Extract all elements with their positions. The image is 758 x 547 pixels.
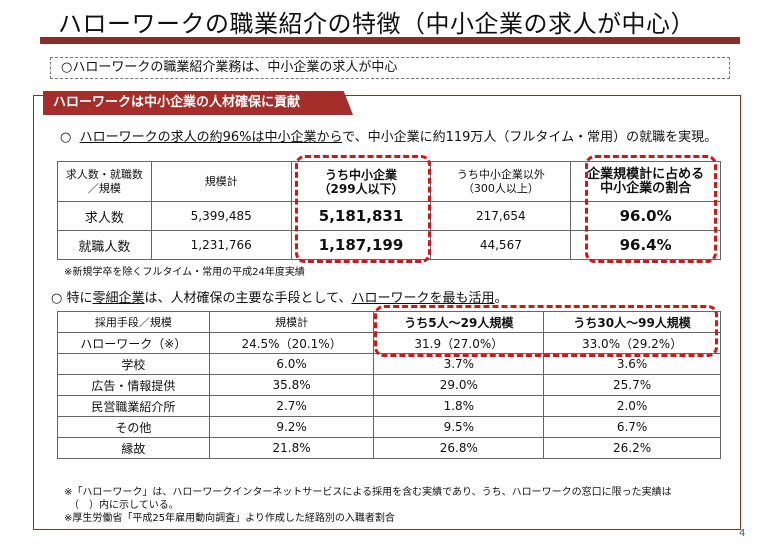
table-row: 学校 6.0% 3.7% 3.6%: [57, 353, 721, 375]
t1-header-sme: うち中小企業 （299人以下）: [290, 161, 432, 202]
t2-header-method: 採用手段／規模: [57, 311, 210, 333]
table-row: 就職人数 1,231,766 1,187,199 44,567 96.4%: [57, 230, 721, 260]
table1-footnote: ※新規学卒を除くフルタイム・常用の平成24年度実績: [64, 267, 305, 278]
statement-1-rest: で、中小企業に約119万人（フルタイム・常用）の就職を実現。: [342, 130, 718, 145]
statement-2-pre: 特に: [62, 291, 93, 306]
statement-2: ○ 特に零細企業は、人材確保の主要な手段として、ハローワークを最も活用。: [51, 287, 508, 306]
t2-row-label: 広告・情報提供: [57, 374, 210, 396]
sme-share-table: 求人数・就職数 ／規模 規模計 うち中小企業 （299人以下） うち中小企業以外…: [57, 161, 721, 260]
t2-cell-small: 26.8%: [373, 437, 545, 459]
t1-cell-sme: 5,181,831: [290, 201, 432, 231]
bullet: ○: [60, 130, 72, 145]
t2-cell-total: 6.0%: [208, 353, 375, 375]
t2-row-label: ハローワーク（※）: [57, 332, 210, 354]
page-number: 4: [739, 528, 746, 539]
t1-cell-total: 1,231,766: [150, 230, 292, 260]
t1-cell-total: 5,399,485: [150, 201, 292, 231]
statement-2-underlined-1: 零細企業: [92, 291, 145, 306]
table-row: 民営職業紹介所 2.7% 1.8% 2.0%: [57, 395, 721, 417]
table-row: 縁故 21.8% 26.8% 26.2%: [57, 437, 721, 459]
table-row: ハローワーク（※） 24.5%（20.1%） 31.9（27.0%） 33.0%…: [57, 332, 721, 354]
statement-2-end: 。: [494, 291, 508, 306]
t2-row-label: 学校: [57, 353, 210, 375]
t1-cell-share: 96.0%: [570, 201, 721, 231]
t1-row-label: 求人数: [57, 201, 152, 231]
bullet: ○: [51, 291, 63, 306]
t2-row-label: その他: [57, 416, 210, 438]
t1-row-label: 就職人数: [57, 230, 152, 260]
t2-cell-small: 29.0%: [373, 374, 545, 396]
t2-cell-mid: 26.2%: [543, 437, 721, 459]
section-banner: ハローワークは中小企業の人材確保に貢献: [43, 91, 353, 115]
t2-cell-mid: 6.7%: [543, 416, 721, 438]
t2-header-total: 規模計: [208, 311, 375, 333]
t1-header-large: うち中小企業以外 （300人以上）: [430, 161, 572, 202]
highlight-share-column: [585, 155, 717, 263]
t2-cell-total: 21.8%: [208, 437, 375, 459]
hiring-method-table: 採用手段／規模 規模計 うち5人～29人規模 うち30人～99人規模 ハローワー…: [57, 311, 721, 459]
title-underline-bar: [40, 37, 740, 44]
t1-cell-share: 96.4%: [570, 230, 721, 260]
t1-cell-large: 217,654: [430, 201, 572, 231]
footnote-line: ※厚生労働省「平成25年雇用動向調査」より作成した経路別の入職者割合: [64, 513, 395, 524]
statement-1: ○ ハローワークの求人の約96%は中小企業からで、中小企業に約119万人（フルタ…: [60, 126, 717, 145]
t2-cell-total: 9.2%: [208, 416, 375, 438]
t1-header-total: 規模計: [150, 161, 292, 202]
highlight-sme-column: [295, 155, 431, 263]
t1-header-scale: 求人数・就職数 ／規模: [57, 161, 152, 202]
footnote-line: （ ）内に示している。: [64, 500, 179, 511]
page-title: ハローワークの職業紹介の特徴（中小企業の求人が中心）: [58, 10, 695, 38]
t2-row-label: 縁故: [57, 437, 210, 459]
summary-box: ○ハローワークの職業紹介業務は、中小企業の求人が中心: [50, 57, 730, 79]
highlight-small-firms: [374, 305, 718, 357]
t2-cell-mid: 2.0%: [543, 395, 721, 417]
table-row: 広告・情報提供 35.8% 29.0% 25.7%: [57, 374, 721, 396]
table2-footnotes: ※「ハローワーク」は、ハローワークインターネットサービスによる採用を含む実績であ…: [64, 486, 724, 525]
statement-2-mid: は、人材確保の主要な手段として、: [144, 291, 352, 306]
t2-cell-total: 2.7%: [208, 395, 375, 417]
t1-header-share: 企業規模計に占める 中小企業の割合: [570, 161, 721, 202]
t1-cell-large: 44,567: [430, 230, 572, 260]
t1-cell-sme: 1,187,199: [290, 230, 432, 260]
t2-cell-small: 9.5%: [373, 416, 545, 438]
t2-header-small: うち5人～29人規模: [373, 311, 545, 333]
table-row: その他 9.2% 9.5% 6.7%: [57, 416, 721, 438]
table-row: 求人数 5,399,485 5,181,831 217,654 96.0%: [57, 201, 721, 231]
footnote-line: ※「ハローワーク」は、ハローワークインターネットサービスによる採用を含む実績であ…: [64, 487, 672, 498]
t2-cell-small: 1.8%: [373, 395, 545, 417]
t2-cell-mid: 25.7%: [543, 374, 721, 396]
t2-row-label: 民営職業紹介所: [57, 395, 210, 417]
statement-2-underlined-2: ハローワークを最も活用: [351, 291, 495, 306]
t2-cell-total: 35.8%: [208, 374, 375, 396]
t2-cell-total: 24.5%（20.1%）: [208, 332, 375, 354]
statement-1-underlined: ハローワークの求人の約96%は中小企業から: [79, 130, 343, 145]
